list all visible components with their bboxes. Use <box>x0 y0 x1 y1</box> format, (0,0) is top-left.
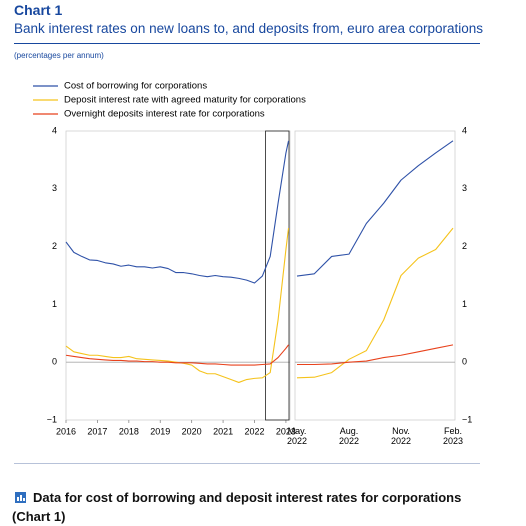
y-tick-label: −1 <box>462 414 472 424</box>
series-line <box>296 227 454 379</box>
x-tick-label: 2019 <box>150 426 170 436</box>
series-line <box>65 140 290 284</box>
x-tick-label: Nov. 2022 <box>390 426 412 446</box>
chart-label: Chart 1 <box>14 2 63 18</box>
y-tick-label: 0 <box>462 357 467 367</box>
y-tick-label: 1 <box>462 299 467 309</box>
highlight-box <box>265 130 290 421</box>
y-tick-label: 2 <box>52 241 57 251</box>
data-icon <box>15 492 26 503</box>
y-tick-label: 1 <box>52 299 57 309</box>
unit-label: (percentages per annum) <box>14 51 104 60</box>
divider <box>14 463 480 464</box>
chart: Cost of borrowing for corporations Deposi… <box>33 81 472 436</box>
plot-frame <box>65 130 291 421</box>
data-link[interactable]: Data for cost of borrowing and deposit i… <box>12 490 462 524</box>
x-tick-label: 2016 <box>56 426 76 436</box>
x-tick-label: 2022 <box>244 426 264 436</box>
x-tick-label: 2017 <box>87 426 107 436</box>
divider <box>14 43 480 44</box>
legend-label: Cost of borrowing for corporations <box>64 81 207 92</box>
series-line <box>296 140 454 277</box>
legend-label: Deposit interest rate with agreed maturi… <box>64 95 306 106</box>
y-tick-label: 4 <box>462 125 467 135</box>
x-tick-label: May. 2022 <box>286 426 308 446</box>
y-tick-label: 3 <box>52 183 57 193</box>
x-tick-label: Feb. 2023 <box>442 426 464 446</box>
series-line <box>297 344 454 366</box>
plot-frame <box>294 130 456 421</box>
y-tick-label: 0 <box>52 357 57 367</box>
y-tick-label: 4 <box>52 125 57 135</box>
y-tick-label: −1 <box>47 414 57 424</box>
x-tick-label: 2023 <box>276 426 296 436</box>
x-tick-label: 2018 <box>119 426 139 436</box>
y-tick-label: 2 <box>462 241 467 251</box>
legend-label: Overnight deposits interest rate for cor… <box>64 109 265 120</box>
chart-title: Bank interest rates on new loans to, and… <box>14 21 484 36</box>
x-tick-label: Aug. 2022 <box>338 426 360 446</box>
x-tick-label: 2021 <box>213 426 233 436</box>
series-line <box>65 344 289 366</box>
y-tick-label: 3 <box>462 183 467 193</box>
x-tick-label: 2020 <box>182 426 202 436</box>
